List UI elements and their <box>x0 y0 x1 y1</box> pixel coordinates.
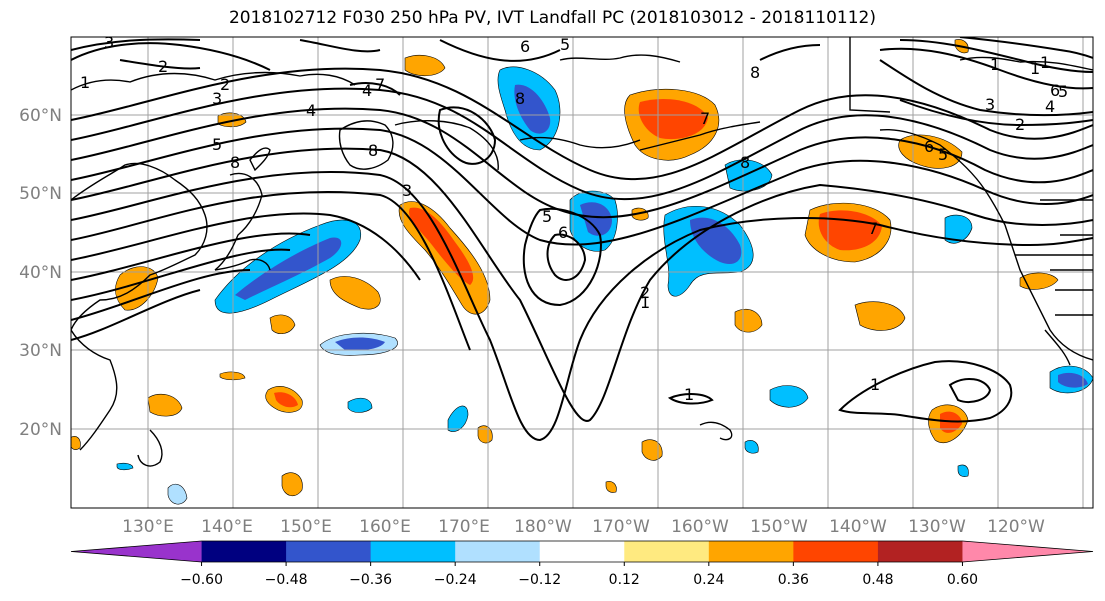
colorbar-segment <box>201 541 287 562</box>
contour-label: 8 <box>750 63 760 82</box>
lat-label: 20°N <box>19 420 62 440</box>
colorbar-segment <box>370 541 456 562</box>
contour-labels: 3 2 2 3 4 5 8 4 7 8 3 5 6 6 5 8 7 8 8 7 … <box>80 33 1068 404</box>
graticule <box>71 37 1093 508</box>
contour-label: 1 <box>640 293 650 312</box>
colorbar-segment <box>286 541 372 562</box>
lat-label: 30°N <box>19 341 62 361</box>
contour-label: 5 <box>542 207 552 226</box>
contour-label: 1 <box>1030 59 1040 78</box>
contour-label: 7 <box>868 219 878 238</box>
lon-label: 170°E <box>438 517 490 537</box>
contour-label: 1 <box>80 73 90 92</box>
lon-label: 160°E <box>359 517 411 537</box>
lon-label: 160°W <box>671 517 729 537</box>
lon-label: 150°E <box>280 517 332 537</box>
contour-label: 8 <box>740 153 750 172</box>
contour-label: 1 <box>990 55 1000 74</box>
latitude-labels: 60°N 50°N 40°N 30°N 20°N <box>19 106 62 440</box>
contour-label: 7 <box>375 75 385 94</box>
contour-label: 1 <box>870 375 880 394</box>
contour-label: 4 <box>306 101 316 120</box>
lon-label: 180°W <box>514 517 572 537</box>
contour-label: 5 <box>1058 82 1068 101</box>
contour-label: 2 <box>640 283 650 302</box>
coastlines <box>71 37 1093 467</box>
lat-label: 40°N <box>19 263 62 283</box>
colorbar-tick-label: −0.12 <box>518 572 561 588</box>
colorbar-segment <box>708 541 794 562</box>
colorbar-segment <box>877 541 963 562</box>
contour-label: 8 <box>368 141 378 160</box>
contour-label: 8 <box>230 153 240 172</box>
colorbar-extend-low <box>71 541 202 562</box>
contour-label: 4 <box>362 81 372 100</box>
contour-label: 6 <box>558 223 568 242</box>
lon-label: 120°W <box>987 517 1045 537</box>
colorbar-tick-label: −0.48 <box>265 572 308 588</box>
contour-label: 5 <box>212 135 222 154</box>
contour-label: 3 <box>985 95 995 114</box>
colorbar-segment <box>793 541 879 562</box>
contour-label: 3 <box>212 89 222 108</box>
colorbar-tick-label: 0.24 <box>693 572 724 588</box>
contour-label: 1 <box>1040 53 1050 72</box>
colorbar: −0.60 −0.48 −0.36 −0.24 −0.12 0.12 0.24 0.36 0.4… <box>70 540 1094 588</box>
lat-label: 60°N <box>19 106 62 126</box>
contour-label: 5 <box>938 145 948 164</box>
contour-label: 2 <box>158 57 168 76</box>
contour-label: 2 <box>220 75 230 94</box>
contour-label: 2 <box>1015 115 1025 134</box>
colorbar-tick-label: −0.24 <box>434 572 477 588</box>
contour-label: 1 <box>684 385 694 404</box>
contour-label: 3 <box>104 33 114 52</box>
colorbar-extend-high <box>962 541 1093 562</box>
lon-label: 170°W <box>592 517 650 537</box>
contour-label: 8 <box>515 89 525 108</box>
contour-label: 5 <box>560 35 570 54</box>
colorbar-tick-label: −0.36 <box>349 572 392 588</box>
contour-label: 4 <box>1045 97 1055 116</box>
lon-label: 130°W <box>908 517 966 537</box>
contour-label: 7 <box>700 109 710 128</box>
pv-shading <box>71 39 1093 505</box>
map-title: 2018102712 F030 250 hPa PV, IVT Landfall… <box>228 8 876 28</box>
pv-contours <box>71 37 1093 442</box>
lon-label: 140°W <box>829 517 887 537</box>
lon-label: 150°W <box>750 517 808 537</box>
lat-label: 50°N <box>19 184 62 204</box>
colorbar-tick-label: 0.36 <box>778 572 809 588</box>
colorbar-segment <box>539 541 625 562</box>
contour-label: 3 <box>402 181 412 200</box>
colorbar-tick-label: 0.60 <box>947 572 978 588</box>
map-frame <box>70 36 1094 509</box>
longitude-labels: 130°E 140°E 150°E 160°E 170°E 180°W 170°… <box>122 517 1045 537</box>
lon-label: 130°E <box>122 517 174 537</box>
colorbar-segment <box>624 541 710 562</box>
colorbar-tick-label: −0.60 <box>180 572 223 588</box>
contour-label: 6 <box>1050 81 1060 100</box>
colorbar-tick-label: 0.48 <box>862 572 893 588</box>
contour-label: 6 <box>520 37 530 56</box>
contour-label: 6 <box>924 137 934 156</box>
colorbar-segment <box>455 541 541 562</box>
colorbar-tick-label: 0.12 <box>609 572 640 588</box>
lon-label: 140°E <box>201 517 253 537</box>
